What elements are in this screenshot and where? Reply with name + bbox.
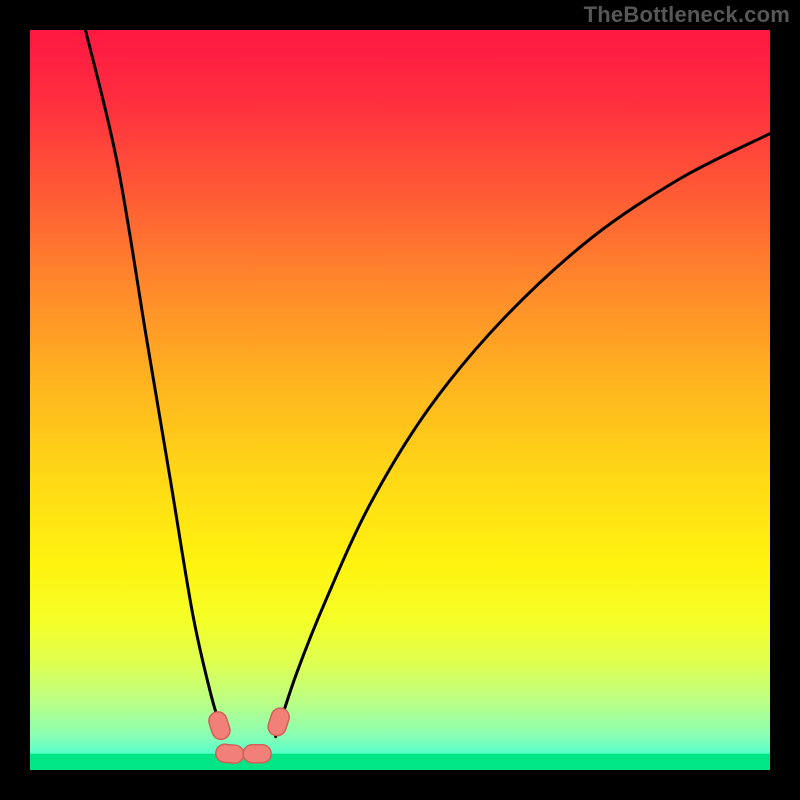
gradient-background (30, 30, 770, 770)
data-marker (243, 745, 271, 763)
plot-area (30, 30, 770, 770)
data-marker (215, 744, 244, 764)
chart-frame: TheBottleneck.com (0, 0, 800, 800)
watermark-text: TheBottleneck.com (584, 2, 790, 28)
baseline-band (30, 754, 770, 770)
plot-svg (30, 30, 770, 770)
